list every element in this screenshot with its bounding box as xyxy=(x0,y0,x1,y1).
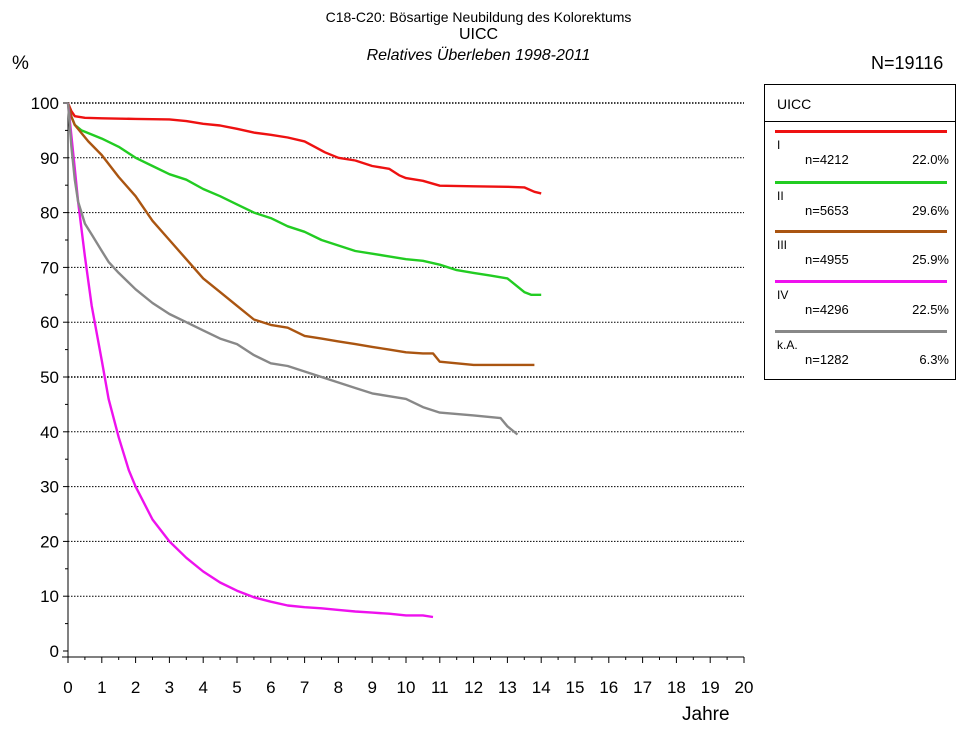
legend-title: UICC xyxy=(777,96,812,112)
x-tick-label-10: 10 xyxy=(397,678,416,697)
x-tick-label-5: 5 xyxy=(232,678,241,697)
legend-name: IV xyxy=(777,288,789,302)
series-line-3 xyxy=(66,102,535,367)
y-tick-label-40: 40 xyxy=(40,423,59,442)
y-tick-label-10: 10 xyxy=(40,587,59,606)
legend-entry-i: I n=4212 22.0% xyxy=(765,130,955,180)
x-tick-label-3: 3 xyxy=(165,678,174,697)
x-tick-label-1: 1 xyxy=(97,678,106,697)
legend-pct: 29.6% xyxy=(912,203,949,218)
total-count: N=19116 xyxy=(871,53,944,73)
legend-pct: 22.0% xyxy=(912,152,949,167)
chart-subtitle-uicc: UICC xyxy=(458,26,499,43)
chart-subtitle-period: Relatives Überleben 1998-2011 xyxy=(366,47,591,64)
x-tick-label-8: 8 xyxy=(334,678,343,697)
x-tick-label-11: 11 xyxy=(431,678,449,697)
legend-entry-iii: III n=4955 25.9% xyxy=(765,230,955,280)
legend-swatch-iv xyxy=(775,280,947,283)
series-line-4 xyxy=(66,102,434,619)
x-tick-label-13: 13 xyxy=(498,678,517,697)
x-tick-label-9: 9 xyxy=(367,678,376,697)
legend-pct: 6.3% xyxy=(919,352,949,367)
y-tick-label-30: 30 xyxy=(40,478,59,497)
series-line-1 xyxy=(66,102,542,195)
x-tick-label-4: 4 xyxy=(198,678,207,697)
x-tick-label-6: 6 xyxy=(266,678,275,697)
legend-n: n=4955 xyxy=(805,252,849,267)
legend-box: UICC I n=4212 22.0% II n=5653 29.6% III … xyxy=(764,84,956,380)
chart-title: C18-C20: Bösartige Neubildung des Kolore… xyxy=(325,9,632,25)
legend-name: III xyxy=(777,238,788,252)
x-tick-label-2: 2 xyxy=(131,678,140,697)
y-tick-label-60: 60 xyxy=(40,313,59,332)
x-tick-label-18: 18 xyxy=(667,678,686,697)
y-tick-label-100: 100 xyxy=(31,94,59,113)
legend-pct: 25.9% xyxy=(912,252,949,267)
legend-name: k.A. xyxy=(777,338,798,352)
legend-divider xyxy=(765,121,955,122)
legend-swatch-iii xyxy=(775,230,947,233)
y-tick-label-80: 80 xyxy=(40,204,59,223)
x-tick-label-15: 15 xyxy=(566,678,585,697)
x-tick-label-19: 19 xyxy=(701,678,720,697)
x-tick-label-0: 0 xyxy=(63,678,72,697)
x-tick-label-17: 17 xyxy=(633,678,652,697)
x-axis-label: Jahre xyxy=(682,704,730,725)
legend-entry-ii: II n=5653 29.6% xyxy=(765,181,955,231)
y-tick-label-0: 0 xyxy=(50,642,59,661)
legend-n: n=4212 xyxy=(805,152,849,167)
legend-swatch-ka xyxy=(775,330,947,333)
y-axis-label: % xyxy=(12,53,29,74)
legend-swatch-i xyxy=(775,130,947,133)
legend-n: n=4296 xyxy=(805,302,849,317)
legend-n: n=1282 xyxy=(805,352,849,367)
series-line-5 xyxy=(66,102,519,436)
legend-name: II xyxy=(777,189,784,203)
legend-entry-iv: IV n=4296 22.5% xyxy=(765,280,955,330)
y-tick-label-50: 50 xyxy=(40,368,59,387)
x-tick-label-14: 14 xyxy=(532,678,551,697)
series-line-2 xyxy=(66,102,542,296)
x-tick-label-12: 12 xyxy=(464,678,483,697)
legend-entry-ka: k.A. n=1282 6.3% xyxy=(765,330,955,380)
legend-name: I xyxy=(777,138,781,152)
legend-pct: 22.5% xyxy=(912,302,949,317)
x-tick-label-7: 7 xyxy=(300,678,309,697)
y-tick-label-70: 70 xyxy=(40,258,59,277)
x-tick-label-20: 20 xyxy=(735,678,754,697)
legend-swatch-ii xyxy=(775,181,947,184)
x-tick-label-16: 16 xyxy=(599,678,618,697)
y-tick-label-20: 20 xyxy=(40,532,59,551)
series-layer xyxy=(66,102,542,619)
legend-n: n=5653 xyxy=(805,203,849,218)
y-tick-label-90: 90 xyxy=(40,149,59,168)
